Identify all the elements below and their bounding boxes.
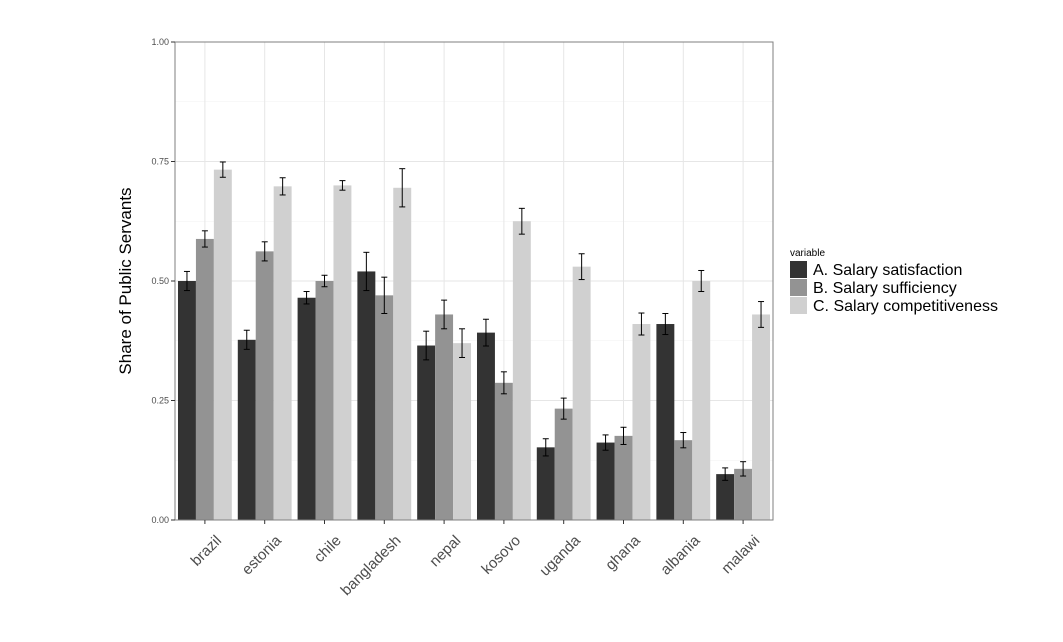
error-bar-estonia-3 bbox=[279, 177, 286, 196]
bar-estonia-1 bbox=[237, 339, 256, 520]
error-bar-brazil-1 bbox=[183, 270, 190, 292]
y-axis: 0.00 0.25 0.50 0.75 1.00 bbox=[151, 37, 175, 525]
error-bar-kosovo-2 bbox=[500, 371, 507, 395]
error-bar-uganda-1 bbox=[542, 438, 549, 457]
bar-brazil-2 bbox=[195, 238, 214, 520]
bar-kosovo-1 bbox=[476, 332, 495, 520]
bar-uganda-3 bbox=[572, 266, 591, 520]
y-tick-label: 0.50 bbox=[151, 276, 169, 286]
legend-label-3: C. Salary competitiveness bbox=[813, 298, 998, 315]
x-tick-label-albania: albania bbox=[657, 532, 704, 579]
y-tick-label: 0.00 bbox=[151, 515, 169, 525]
y-tick-label: 0.25 bbox=[151, 396, 169, 406]
error-bar-chile-1 bbox=[303, 291, 310, 305]
bar-brazil-1 bbox=[177, 281, 196, 520]
legend-title: variable bbox=[790, 248, 825, 259]
bar-chile-2 bbox=[315, 281, 334, 520]
y-tick-label: 1.00 bbox=[151, 37, 169, 47]
error-bar-ghana-3 bbox=[638, 312, 645, 336]
bar-nepal-3 bbox=[453, 343, 472, 520]
error-bar-uganda-3 bbox=[578, 253, 585, 281]
x-tick-label-estonia: estonia bbox=[239, 532, 286, 579]
error-bar-nepal-2 bbox=[441, 299, 448, 330]
legend-key-2 bbox=[790, 279, 807, 296]
bar-chile-3 bbox=[333, 185, 352, 520]
error-bar-kosovo-1 bbox=[482, 318, 489, 347]
bar-kosovo-3 bbox=[512, 221, 531, 520]
error-bar-uganda-2 bbox=[560, 397, 567, 420]
error-bar-malawi-1 bbox=[722, 467, 729, 481]
bar-malawi-1 bbox=[716, 474, 735, 520]
legend-key-1 bbox=[790, 261, 807, 278]
bar-malawi-3 bbox=[752, 314, 771, 520]
error-bars bbox=[183, 161, 765, 481]
error-bar-albania-3 bbox=[698, 269, 705, 293]
bar-ghana-2 bbox=[614, 435, 633, 520]
bars bbox=[177, 169, 771, 521]
error-bar-bangladesh-3 bbox=[399, 168, 406, 208]
error-bar-brazil-3 bbox=[219, 161, 226, 178]
error-bar-malawi-2 bbox=[740, 461, 747, 477]
error-bar-brazil-2 bbox=[201, 230, 208, 248]
x-tick-label-uganda: uganda bbox=[536, 532, 584, 580]
bar-bangladesh-3 bbox=[393, 187, 412, 521]
bar-nepal-1 bbox=[417, 345, 436, 520]
bar-uganda-1 bbox=[536, 447, 555, 520]
bar-nepal-2 bbox=[435, 314, 454, 520]
error-bar-ghana-1 bbox=[602, 434, 609, 451]
bar-ghana-3 bbox=[632, 324, 651, 520]
y-axis-title: Share of Public Servants bbox=[116, 187, 135, 374]
x-tick-label-bangladesh: bangladesh bbox=[338, 532, 405, 599]
x-tick-label-ghana: ghana bbox=[602, 532, 644, 574]
x-tick-label-chile: chile bbox=[311, 532, 345, 566]
bar-estonia-2 bbox=[255, 251, 274, 520]
error-bar-bangladesh-2 bbox=[381, 276, 388, 315]
bar-malawi-2 bbox=[734, 468, 753, 520]
legend-label-2: B. Salary sufficiency bbox=[813, 280, 957, 297]
x-tick-label-kosovo: kosovo bbox=[478, 532, 524, 578]
bar-albania-3 bbox=[692, 281, 711, 520]
error-bar-nepal-1 bbox=[423, 330, 430, 361]
error-bar-ghana-2 bbox=[620, 426, 627, 445]
error-bar-kosovo-3 bbox=[518, 207, 525, 235]
bar-chile-1 bbox=[297, 297, 316, 520]
legend-label-1: A. Salary satisfaction bbox=[813, 262, 962, 279]
bar-albania-1 bbox=[656, 324, 675, 520]
error-bar-estonia-1 bbox=[243, 329, 250, 350]
x-tick-label-malawi: malawi bbox=[718, 532, 763, 577]
bar-bangladesh-2 bbox=[375, 295, 394, 520]
x-tick-label-nepal: nepal bbox=[426, 532, 464, 570]
bar-ghana-1 bbox=[596, 442, 615, 520]
error-bar-estonia-2 bbox=[261, 241, 268, 262]
legend-key-3 bbox=[790, 297, 807, 314]
y-tick-label: 0.75 bbox=[151, 157, 169, 167]
error-bar-albania-2 bbox=[680, 432, 687, 449]
x-tick-label-brazil: brazil bbox=[188, 532, 225, 569]
bar-brazil-3 bbox=[213, 169, 232, 520]
error-bar-chile-3 bbox=[339, 180, 346, 191]
error-bar-chile-2 bbox=[321, 274, 328, 288]
bar-kosovo-2 bbox=[494, 382, 513, 520]
error-bar-albania-1 bbox=[662, 313, 669, 336]
error-bar-malawi-3 bbox=[758, 301, 765, 328]
bar-bangladesh-1 bbox=[357, 271, 376, 520]
bar-uganda-2 bbox=[554, 408, 573, 520]
bar-albania-2 bbox=[674, 440, 693, 520]
error-bar-bangladesh-1 bbox=[363, 251, 370, 292]
error-bar-nepal-3 bbox=[459, 328, 466, 358]
bar-estonia-3 bbox=[273, 186, 292, 520]
